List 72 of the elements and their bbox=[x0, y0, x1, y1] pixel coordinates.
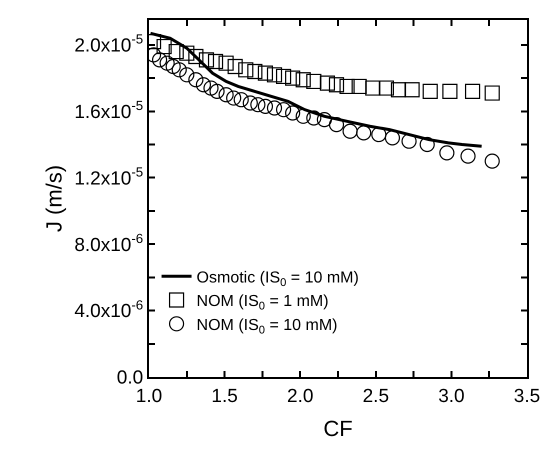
point bbox=[168, 44, 184, 60]
point bbox=[422, 84, 438, 99]
point bbox=[209, 84, 225, 99]
point bbox=[285, 70, 300, 86]
point bbox=[339, 78, 355, 94]
point bbox=[172, 62, 187, 78]
x-tick-label: 1.5 bbox=[211, 386, 238, 407]
point bbox=[401, 134, 417, 149]
y-tick-label: 1.6x10$^{-5}$ bbox=[74, 98, 144, 123]
point bbox=[238, 62, 254, 78]
point bbox=[328, 77, 344, 92]
legend-label: Osmotic (IS$_{0}$ = 10 mM) bbox=[196, 269, 359, 289]
point bbox=[203, 80, 219, 96]
point bbox=[320, 76, 336, 91]
point bbox=[276, 102, 292, 118]
point bbox=[198, 52, 214, 68]
y-tick-label: 1.2x10$^{-5}$ bbox=[74, 164, 144, 190]
point bbox=[356, 125, 372, 141]
point bbox=[228, 58, 243, 74]
point bbox=[166, 58, 181, 74]
point bbox=[439, 145, 454, 160]
x-tick-label: 2.0 bbox=[286, 386, 314, 407]
point bbox=[218, 87, 234, 102]
point bbox=[188, 72, 204, 88]
x-tick-label: 3.5 bbox=[514, 386, 540, 407]
point bbox=[390, 82, 406, 98]
point bbox=[179, 46, 194, 61]
point bbox=[316, 112, 332, 128]
legend-label: NOM (IS$_{0}$ = 10 mM) bbox=[196, 317, 338, 336]
point bbox=[247, 64, 262, 80]
point bbox=[285, 105, 300, 121]
point bbox=[160, 56, 175, 71]
point bbox=[152, 52, 168, 68]
x-tick-label: 3.0 bbox=[438, 386, 465, 407]
point bbox=[306, 74, 322, 90]
point bbox=[371, 126, 386, 142]
point bbox=[258, 66, 274, 81]
point bbox=[404, 82, 420, 98]
point bbox=[188, 48, 204, 64]
point bbox=[226, 90, 242, 106]
x-axis-title: CF bbox=[323, 416, 353, 442]
point bbox=[328, 117, 344, 132]
point bbox=[378, 80, 394, 96]
point bbox=[306, 110, 322, 126]
point bbox=[179, 67, 194, 82]
point bbox=[420, 136, 435, 152]
point bbox=[442, 84, 458, 99]
point bbox=[196, 77, 212, 92]
point bbox=[342, 124, 358, 139]
point bbox=[352, 78, 367, 94]
x-tick-label: 2.5 bbox=[362, 386, 390, 407]
point bbox=[266, 67, 282, 82]
point bbox=[365, 80, 380, 96]
point bbox=[266, 100, 282, 116]
point bbox=[276, 68, 292, 84]
point bbox=[296, 72, 311, 88]
point bbox=[234, 92, 249, 108]
point bbox=[218, 56, 234, 71]
point bbox=[250, 97, 266, 112]
point bbox=[384, 130, 400, 146]
y-tick-label: 8.0x10$^{-6}$ bbox=[74, 230, 144, 256]
point bbox=[156, 38, 172, 54]
point bbox=[460, 148, 476, 164]
point bbox=[464, 84, 480, 99]
y-tick-label: 2.0x10$^{-5}$ bbox=[74, 32, 144, 57]
point bbox=[208, 54, 224, 70]
point bbox=[242, 95, 258, 111]
point bbox=[484, 85, 500, 101]
y-tick-label: 4.0x10$^{-6}$ bbox=[74, 297, 144, 322]
point bbox=[258, 98, 274, 114]
point bbox=[484, 154, 500, 169]
y-axis-title: J (m/s) bbox=[42, 164, 67, 232]
